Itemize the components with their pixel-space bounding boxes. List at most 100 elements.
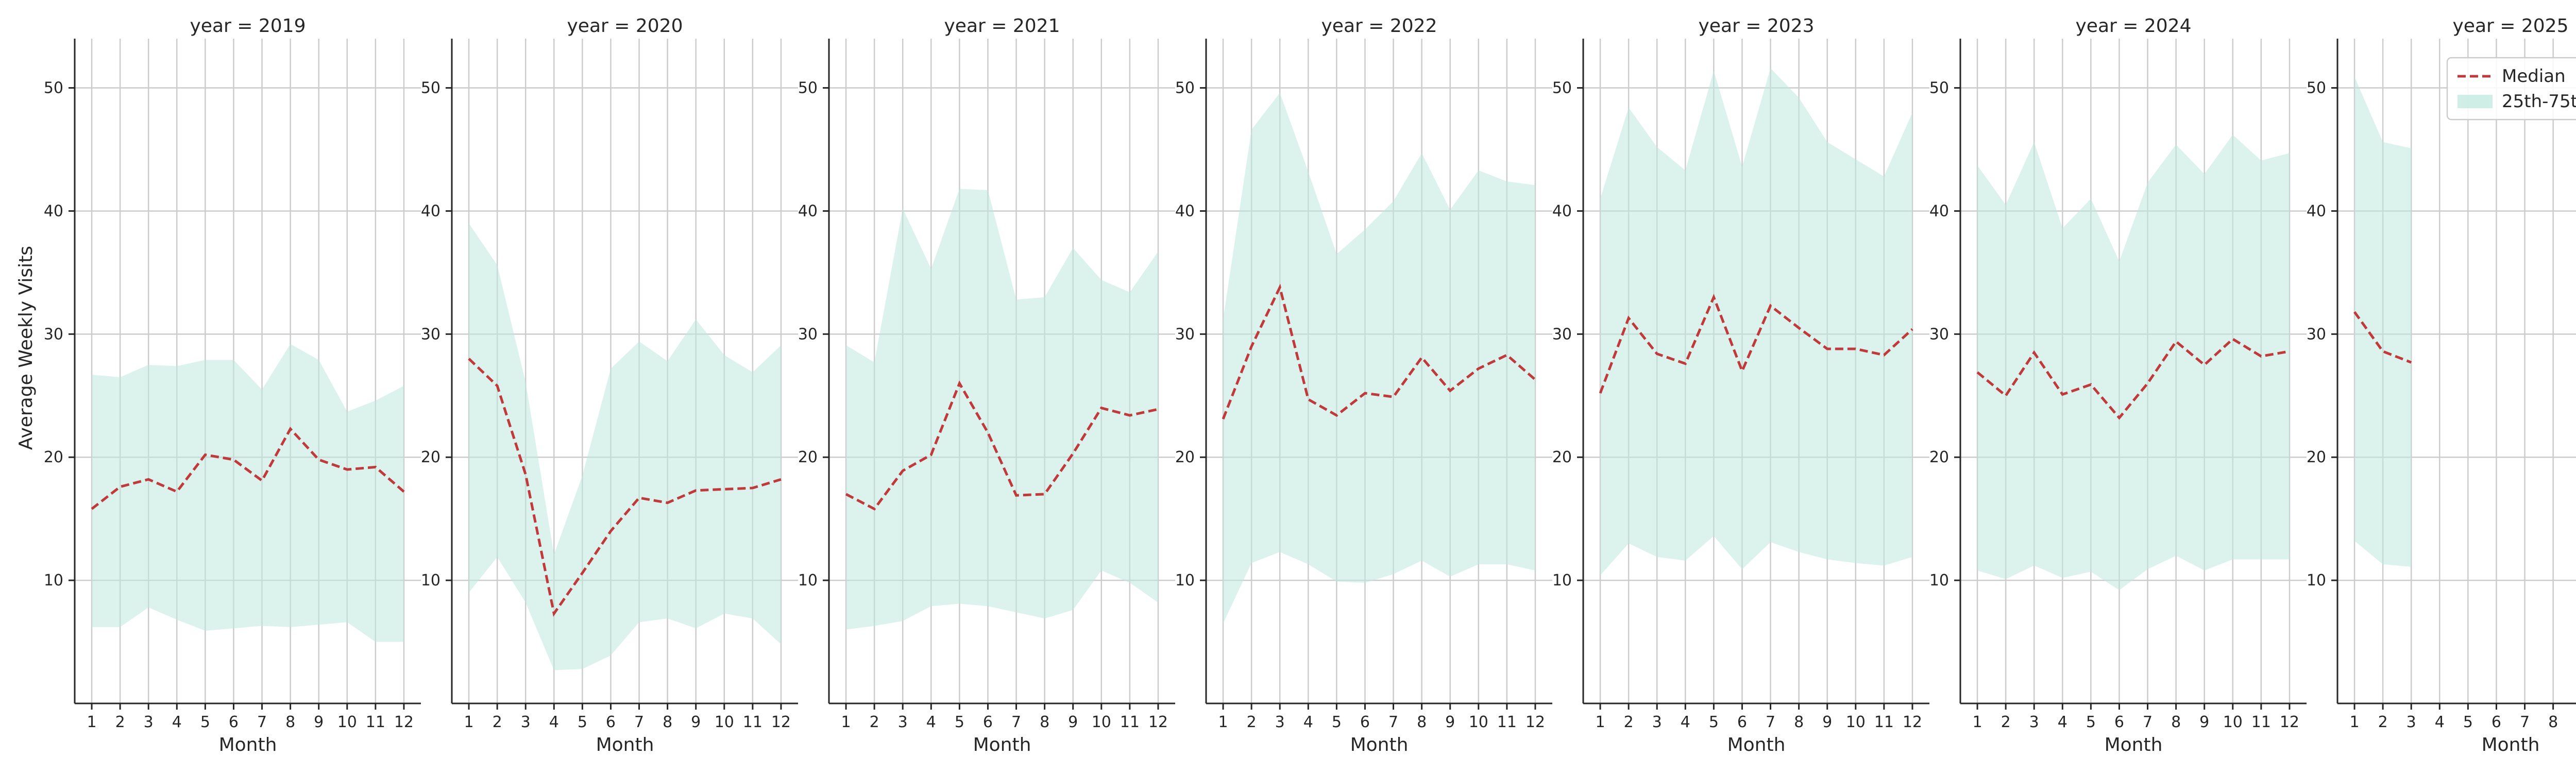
- median-point: [2381, 350, 2384, 353]
- x-tick-label: 10: [2223, 713, 2243, 731]
- median-point: [1883, 354, 1886, 357]
- x-tick-label: 6: [229, 713, 239, 731]
- y-tick-label: 40: [1175, 202, 1195, 220]
- x-tick-label: 3: [521, 713, 531, 731]
- x-axis-title: Month: [2482, 734, 2540, 755]
- panel-title: year = 2019: [190, 15, 306, 37]
- x-tick-label: 6: [1737, 713, 1747, 731]
- x-tick-label: 5: [578, 713, 587, 731]
- median-point: [581, 572, 584, 575]
- y-tick-label: 20: [44, 448, 63, 466]
- median-point: [1976, 371, 1979, 374]
- x-tick-label: 12: [1526, 713, 1545, 731]
- median-point: [1100, 407, 1103, 410]
- median-point: [666, 501, 669, 505]
- x-tick-label: 2: [2001, 713, 2011, 731]
- y-tick-label: 50: [1175, 79, 1195, 97]
- median-point: [901, 469, 904, 473]
- median-point: [175, 490, 178, 493]
- y-tick-label: 20: [2307, 448, 2326, 466]
- y-tick-label: 50: [798, 79, 818, 97]
- median-point: [1250, 345, 1253, 348]
- median-point: [2231, 338, 2234, 341]
- panel-title: year = 2023: [1699, 15, 1815, 37]
- x-tick-label: 9: [691, 713, 701, 731]
- y-tick-label: 20: [1929, 448, 1949, 466]
- x-tick-label: 1: [841, 713, 851, 731]
- x-tick-label: 8: [1040, 713, 1049, 731]
- y-tick-label: 50: [1552, 79, 1572, 97]
- median-point: [2146, 382, 2149, 385]
- y-tick-label: 10: [1929, 572, 1949, 590]
- median-point: [1854, 347, 1857, 350]
- y-axis-title: Average Weekly Visits: [15, 246, 37, 450]
- x-tick-label: 2: [2378, 713, 2388, 731]
- x-tick-label: 4: [549, 713, 559, 731]
- median-point: [958, 382, 961, 385]
- x-tick-label: 3: [2406, 713, 2416, 731]
- median-point: [467, 357, 470, 360]
- x-axis-title: Month: [1727, 734, 1786, 755]
- x-tick-label: 7: [634, 713, 644, 731]
- x-tick-label: 7: [1766, 713, 1775, 731]
- x-tick-label: 1: [1973, 713, 1982, 731]
- median-point: [1798, 326, 1801, 329]
- x-tick-label: 8: [663, 713, 672, 731]
- x-tick-label: 3: [898, 713, 908, 731]
- x-tick-label: 7: [2520, 713, 2530, 731]
- y-tick-label: 20: [1175, 448, 1195, 466]
- y-tick-label: 40: [44, 202, 63, 220]
- x-tick-label: 8: [285, 713, 295, 731]
- x-tick-label: 4: [1681, 713, 1690, 731]
- median-point: [2288, 350, 2291, 353]
- median-line: [1222, 283, 1536, 420]
- median-point: [1449, 389, 1452, 392]
- x-tick-label: 10: [1846, 713, 1866, 731]
- x-tick-label: 8: [2171, 713, 2181, 731]
- median-point: [1712, 296, 1715, 299]
- y-tick-label: 30: [2307, 325, 2326, 343]
- y-tick-label: 40: [421, 202, 440, 220]
- y-tick-label: 40: [798, 202, 818, 220]
- y-tick-label: 10: [421, 572, 440, 590]
- median-point: [289, 427, 292, 430]
- median-point: [1599, 392, 1602, 395]
- x-tick-label: 10: [715, 713, 734, 731]
- legend[interactable]: Median 25th-75th Percentile: [2446, 57, 2576, 121]
- y-tick-label: 10: [1175, 572, 1195, 590]
- median-point: [2203, 363, 2206, 366]
- median-point: [1826, 347, 1829, 350]
- y-tick-label: 50: [1929, 79, 1949, 97]
- median-point: [1420, 356, 1423, 359]
- x-tick-label: 1: [87, 713, 97, 731]
- median-line: [2353, 311, 2412, 364]
- y-tick-label: 30: [1175, 325, 1195, 343]
- x-tick-label: 2: [493, 713, 502, 731]
- x-tick-label: 10: [1469, 713, 1488, 731]
- x-tick-label: 10: [1092, 713, 1111, 731]
- x-tick-label: 8: [2548, 713, 2558, 731]
- median-point: [2117, 416, 2121, 419]
- median-point: [2353, 310, 2356, 313]
- median-point: [638, 496, 641, 499]
- percentile-band: [92, 344, 404, 642]
- x-tick-label: 4: [1303, 713, 1313, 731]
- median-point: [90, 508, 93, 511]
- x-axis-title: Month: [1350, 734, 1409, 755]
- x-tick-label: 11: [2251, 713, 2271, 731]
- x-tick-label: 12: [2280, 713, 2299, 731]
- y-tick-label: 50: [2307, 79, 2326, 97]
- median-point: [524, 473, 527, 476]
- y-tick-label: 50: [421, 79, 440, 97]
- x-tick-label: 5: [1709, 713, 1719, 731]
- y-tick-label: 30: [421, 325, 440, 343]
- median-point: [2004, 394, 2007, 397]
- y-tick-label: 40: [1929, 202, 1949, 220]
- x-tick-label: 7: [1388, 713, 1398, 731]
- median-point: [1534, 378, 1537, 381]
- median-line: [1599, 294, 1913, 394]
